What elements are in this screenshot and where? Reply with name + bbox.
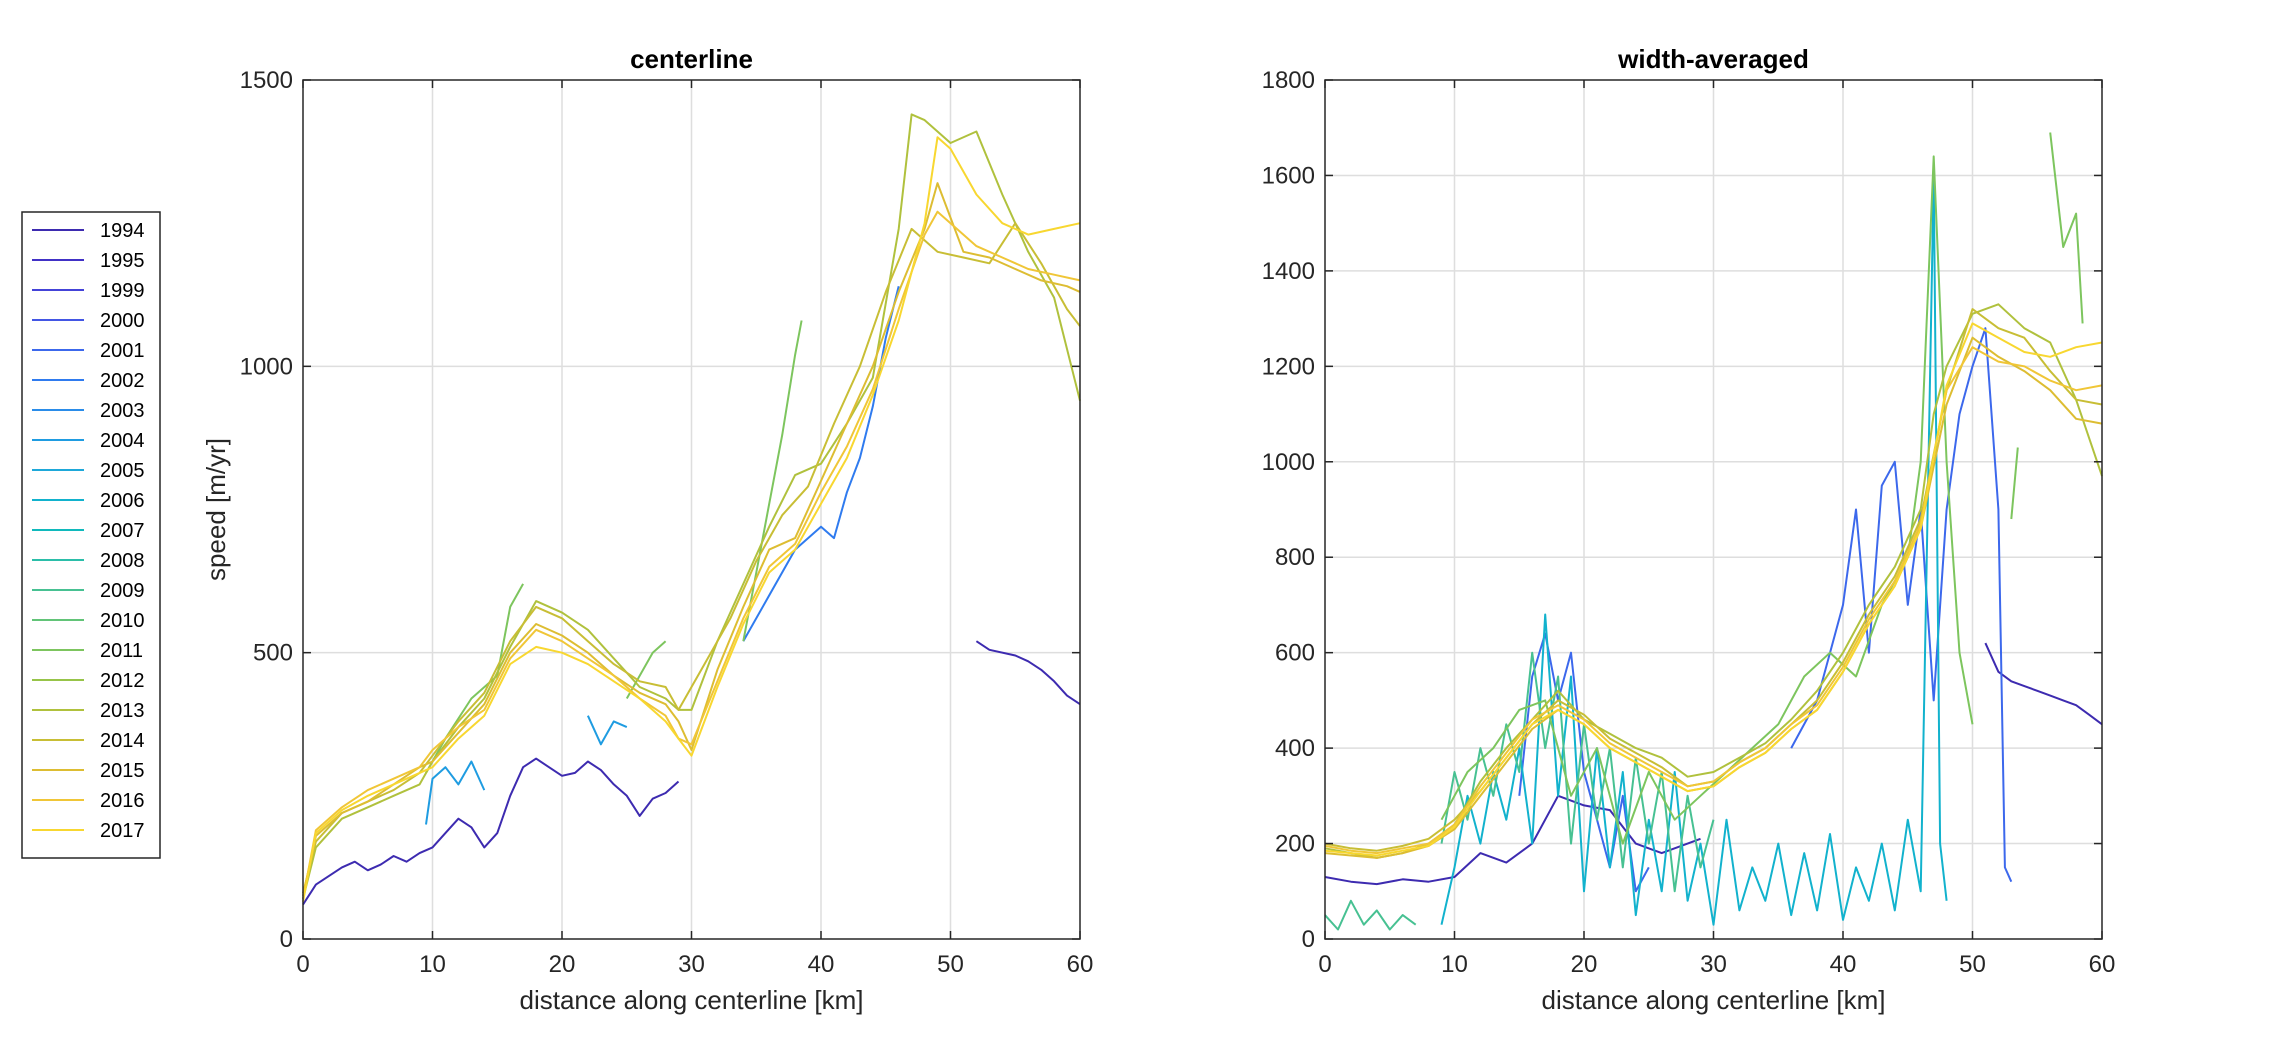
- width-averaged-series-1994: [1324, 794, 1701, 886]
- width-averaged-xtick-label: 40: [1830, 951, 1857, 978]
- centerline-xtick-label: 20: [549, 951, 576, 978]
- centerline-series-2004: [586, 715, 628, 746]
- legend-label-2008: 2008: [100, 550, 145, 572]
- centerline-ytick-label: 1000: [240, 353, 293, 380]
- legend-label-2017: 2017: [100, 820, 145, 842]
- centerline-series-2014: [302, 222, 1081, 894]
- width-averaged-title: width-averaged: [1617, 44, 1809, 74]
- width-averaged-ytick-label: 1200: [1262, 353, 1315, 380]
- width-averaged-ytick-label: 0: [1302, 926, 1315, 953]
- width-averaged-series-2009: [1324, 899, 1417, 931]
- width-averaged-xtick-label: 60: [2089, 951, 2116, 978]
- width-averaged-ytick-label: 1400: [1262, 258, 1315, 285]
- legend: 1994 1995 1999 2000 2001 2002 2003 2004 2005 2006…: [21, 211, 161, 859]
- width-averaged-series-2016: [1324, 346, 2103, 855]
- width-averaged-series-2011: [2010, 447, 2019, 520]
- legend-label-2004: 2004: [100, 430, 145, 452]
- centerline-xlabel: distance along centerline [km]: [520, 985, 864, 1015]
- centerline-xtick-label: 40: [808, 951, 835, 978]
- centerline-ytick-label: 500: [253, 640, 293, 667]
- width-averaged-series-2017: [1324, 322, 2103, 857]
- width-averaged-xtick-label: 50: [1959, 951, 1986, 978]
- width-averaged-xlabel: distance along centerline [km]: [1542, 985, 1886, 1015]
- centerline-series-2015: [302, 182, 1081, 897]
- centerline-ytick-label: 0: [280, 926, 293, 953]
- width-averaged-series-1994: [1984, 642, 2103, 726]
- width-averaged-xtick-label: 30: [1700, 951, 1727, 978]
- legend-label-1995: 1995: [100, 250, 145, 272]
- legend-label-2005: 2005: [100, 460, 145, 482]
- legend-label-2016: 2016: [100, 790, 145, 812]
- width-averaged-ytick-label: 1000: [1262, 449, 1315, 476]
- legend-label-2003: 2003: [100, 400, 145, 422]
- legend-label-2013: 2013: [100, 700, 145, 722]
- width-averaged-series-2006: [1440, 174, 1948, 926]
- width-averaged-xtick-label: 0: [1318, 951, 1331, 978]
- centerline-series-2004: [425, 760, 486, 825]
- width-averaged-series-2011: [1440, 155, 1974, 845]
- legend-label-2001: 2001: [100, 340, 145, 362]
- legend-label-2014: 2014: [100, 730, 145, 752]
- width-averaged-ytick-label: 1800: [1262, 67, 1315, 94]
- centerline-series-1994: [975, 640, 1081, 706]
- centerline-axes: 0 10 20 30 40 50 60 0 500 1000 1500 centerline dista…: [201, 44, 1093, 1015]
- width-averaged-ytick-label: 1600: [1262, 162, 1315, 189]
- centerline-xtick-label: 30: [678, 951, 705, 978]
- width-averaged-xtick-label: 20: [1571, 951, 1598, 978]
- legend-label-2002: 2002: [100, 370, 145, 392]
- legend-label-2007: 2007: [100, 520, 145, 542]
- width-averaged-ytick-label: 200: [1275, 831, 1315, 858]
- centerline-title: centerline: [630, 44, 753, 74]
- width-averaged-ytick-label: 400: [1275, 735, 1315, 762]
- legend-label-1994: 1994: [100, 220, 145, 242]
- width-averaged-ytick-label: 800: [1275, 544, 1315, 571]
- legend-label-2011: 2011: [100, 640, 143, 662]
- legend-label-2006: 2006: [100, 490, 145, 512]
- centerline-xtick-label: 0: [296, 951, 309, 978]
- centerline-series-1994: [302, 757, 680, 906]
- legend-label-2012: 2012: [100, 670, 145, 692]
- centerline-xtick-label: 50: [937, 951, 964, 978]
- legend-label-2009: 2009: [100, 580, 145, 602]
- width-averaged-xtick-label: 10: [1441, 951, 1468, 978]
- legend-label-1999: 1999: [100, 280, 145, 302]
- centerline-ylabel: speed [m/yr]: [201, 438, 231, 581]
- legend-label-2015: 2015: [100, 760, 145, 782]
- legend-label-2010: 2010: [100, 610, 145, 632]
- centerline-xtick-label: 60: [1067, 951, 1094, 978]
- centerline-xtick-label: 10: [419, 951, 446, 978]
- legend-label-2000: 2000: [100, 310, 145, 332]
- width-averaged-ytick-label: 600: [1275, 640, 1315, 667]
- centerline-series-2016: [302, 210, 1081, 900]
- width-averaged-axes: 0 10 20 30 40 50 60020040060080010001200140016…: [1262, 44, 2116, 1015]
- width-averaged-series-2011: [2049, 132, 2084, 324]
- centerline-series-2013: [302, 113, 1081, 900]
- centerline-ytick-label: 1500: [240, 67, 293, 94]
- centerline-series-2017: [302, 136, 1081, 902]
